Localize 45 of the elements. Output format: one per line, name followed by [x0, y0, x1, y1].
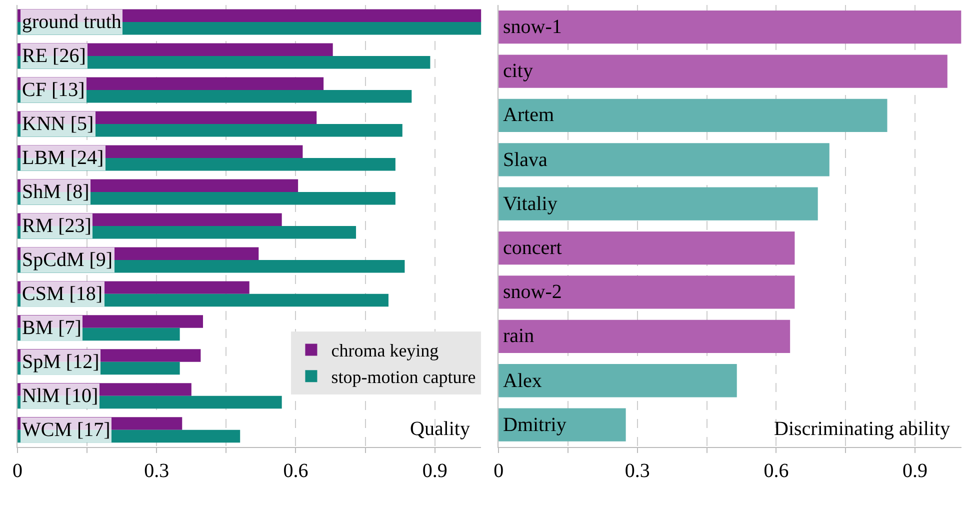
- y-tick-label: Artem: [503, 104, 555, 126]
- y-tick-label: Vitaliy: [503, 193, 558, 215]
- y-tick-label: SpM [12]: [22, 351, 100, 373]
- bar: [498, 54, 948, 88]
- bar: [498, 276, 795, 309]
- bar: [498, 231, 795, 265]
- y-tick-label: snow-1: [503, 16, 562, 38]
- bar: [498, 143, 830, 176]
- legend-label: chroma keying: [331, 340, 439, 361]
- x-tick-label: 0.9: [902, 460, 928, 482]
- x-tick-label: 0.6: [283, 460, 308, 482]
- y-tick-label: Dmitriy: [503, 414, 566, 436]
- y-tick-label: LBM [24]: [22, 147, 104, 169]
- x-axis-title: Quality: [410, 418, 470, 440]
- y-tick-label: RE [26]: [22, 45, 86, 67]
- y-tick-label: SpCdM [9]: [22, 249, 113, 271]
- y-tick-label: CSM [18]: [22, 283, 103, 305]
- y-tick-label: city: [503, 60, 533, 82]
- y-tick-label: concert: [503, 237, 562, 259]
- bar: [498, 320, 790, 353]
- y-tick-label: BM [7]: [22, 317, 82, 339]
- y-tick-label: Alex: [503, 370, 542, 392]
- x-tick-label: 0.3: [624, 460, 650, 482]
- bar: [498, 408, 626, 442]
- y-tick-label: snow-2: [503, 281, 562, 303]
- x-tick-label: 0: [494, 460, 504, 482]
- y-tick-label: WCM [17]: [22, 419, 110, 441]
- legend-label: stop-motion capture: [331, 367, 476, 388]
- x-tick-label: 0.9: [422, 460, 448, 482]
- bar: [498, 10, 962, 44]
- x-tick-label: 0.3: [144, 460, 170, 482]
- x-tick-label: 0: [12, 460, 23, 482]
- y-tick-label: KNN [5]: [22, 113, 94, 135]
- y-tick-label: CF [13]: [22, 79, 85, 101]
- y-tick-label: RM [23]: [22, 215, 92, 237]
- bar: [498, 187, 818, 220]
- bar: [498, 364, 737, 398]
- y-tick-label: Slava: [503, 149, 548, 171]
- y-tick-label: ground truth: [22, 11, 122, 33]
- y-tick-label: rain: [503, 325, 534, 347]
- x-tick-label: 0.6: [764, 460, 789, 482]
- y-tick-label: NlM [10]: [22, 385, 98, 407]
- y-tick-label: ShM [8]: [22, 181, 90, 203]
- bar: [498, 98, 888, 132]
- x-axis-title: Discriminating ability: [774, 418, 950, 440]
